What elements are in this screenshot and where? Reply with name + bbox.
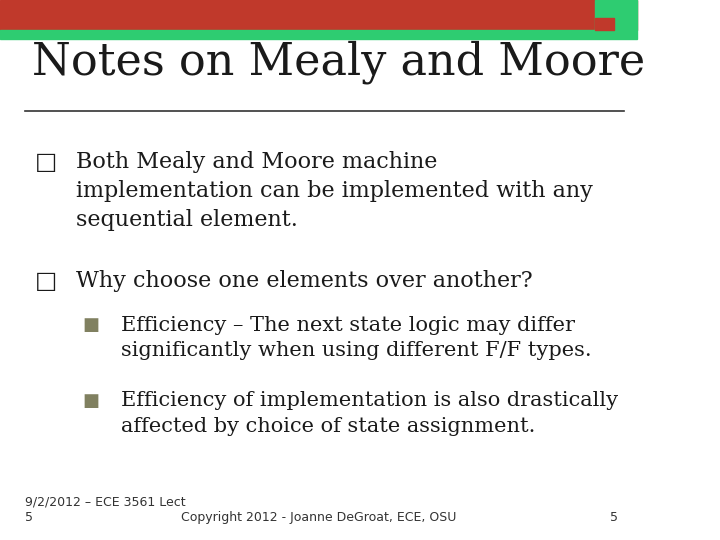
Text: ■: ■ (83, 316, 100, 334)
Text: Efficiency – The next state logic may differ
significantly when using different : Efficiency – The next state logic may di… (121, 316, 592, 360)
Bar (595, 0, 637, 30)
Text: Both Mealy and Moore machine
implementation can be implemented with any
sequenti: Both Mealy and Moore machine implementat… (76, 151, 593, 231)
Text: ■: ■ (83, 392, 100, 409)
Text: 9/2/2012 – ECE 3561 Lect
5: 9/2/2012 – ECE 3561 Lect 5 (25, 496, 186, 524)
Bar (0, 0, 637, 30)
Text: 5: 5 (610, 511, 618, 524)
Text: □: □ (35, 151, 58, 174)
Text: Efficiency of implementation is also drastically
affected by choice of state ass: Efficiency of implementation is also dra… (121, 392, 618, 435)
Bar (0, 30, 637, 39)
Text: Why choose one elements over another?: Why choose one elements over another? (76, 270, 533, 292)
Text: □: □ (35, 270, 58, 293)
Text: Copyright 2012 - Joanne DeGroat, ECE, OSU: Copyright 2012 - Joanne DeGroat, ECE, OS… (181, 511, 456, 524)
Bar (595, 18, 614, 30)
Text: Notes on Mealy and Moore: Notes on Mealy and Moore (32, 40, 645, 84)
